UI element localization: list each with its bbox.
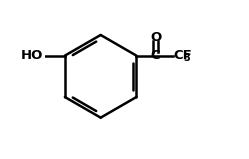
Text: CF: CF — [173, 49, 192, 62]
Text: HO: HO — [21, 49, 43, 62]
Text: O: O — [150, 31, 161, 44]
Text: C: C — [151, 49, 160, 62]
Text: 3: 3 — [183, 53, 190, 63]
